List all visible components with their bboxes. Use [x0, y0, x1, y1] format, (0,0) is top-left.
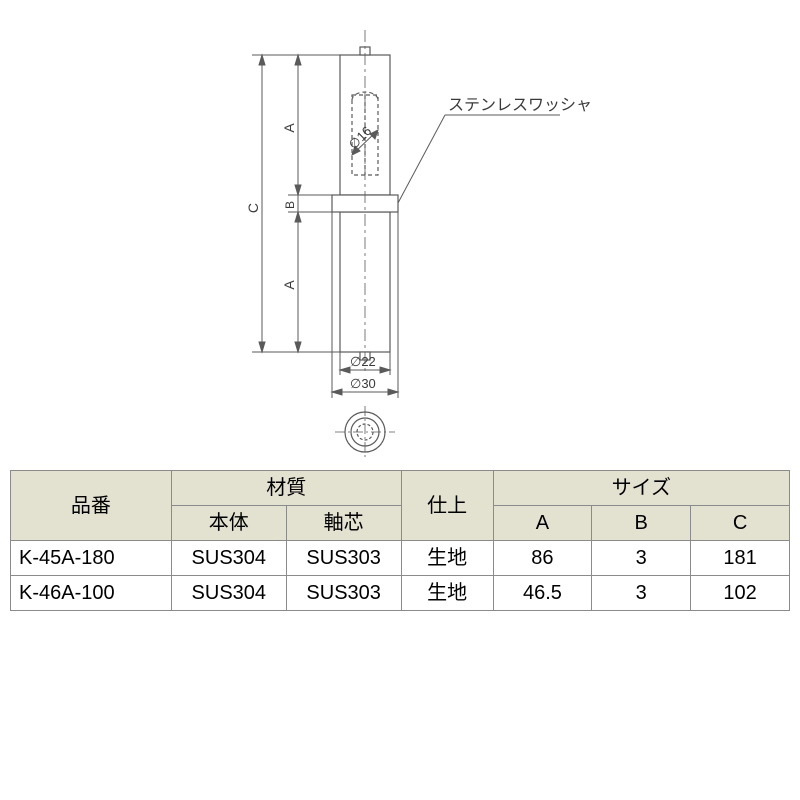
cell-shaft: SUS303: [286, 541, 401, 576]
cell-part: K-45A-180: [11, 541, 172, 576]
th-finish: 仕上: [401, 471, 493, 541]
dim-outer-dia: ∅22: [350, 354, 376, 369]
cell-finish: 生地: [401, 576, 493, 611]
th-dim-a: A: [493, 506, 592, 541]
dim-flange-dia: ∅30: [350, 376, 376, 391]
dim-b-label: B: [283, 201, 297, 209]
cell-a: 86: [493, 541, 592, 576]
cell-c: 181: [691, 541, 790, 576]
th-material: 材質: [171, 471, 401, 506]
cell-body: SUS304: [171, 541, 286, 576]
table-row: K-45A-180 SUS304 SUS303 生地 86 3 181: [11, 541, 790, 576]
cell-b: 3: [592, 576, 691, 611]
dim-a-bottom-label: A: [281, 280, 297, 290]
spec-table: 品番 材質 仕上 サイズ 本体 軸芯 A B C K-45A-180 SUS30…: [10, 470, 790, 611]
cell-a: 46.5: [493, 576, 592, 611]
th-partno: 品番: [11, 471, 172, 541]
cell-finish: 生地: [401, 541, 493, 576]
th-dim-c: C: [691, 506, 790, 541]
technical-diagram: C A B A ∅16 ステンレスワッシャ: [0, 0, 800, 470]
cell-c: 102: [691, 576, 790, 611]
cell-body: SUS304: [171, 576, 286, 611]
dim-a-top-label: A: [281, 123, 297, 133]
cell-b: 3: [592, 541, 691, 576]
th-mat-body: 本体: [171, 506, 286, 541]
cell-shaft: SUS303: [286, 576, 401, 611]
cell-part: K-46A-100: [11, 576, 172, 611]
table-row: K-46A-100 SUS304 SUS303 生地 46.5 3 102: [11, 576, 790, 611]
th-size: サイズ: [493, 471, 789, 506]
dim-c-label: C: [245, 203, 261, 213]
th-mat-shaft: 軸芯: [286, 506, 401, 541]
washer-callout: ステンレスワッシャ: [448, 97, 592, 114]
th-dim-b: B: [592, 506, 691, 541]
